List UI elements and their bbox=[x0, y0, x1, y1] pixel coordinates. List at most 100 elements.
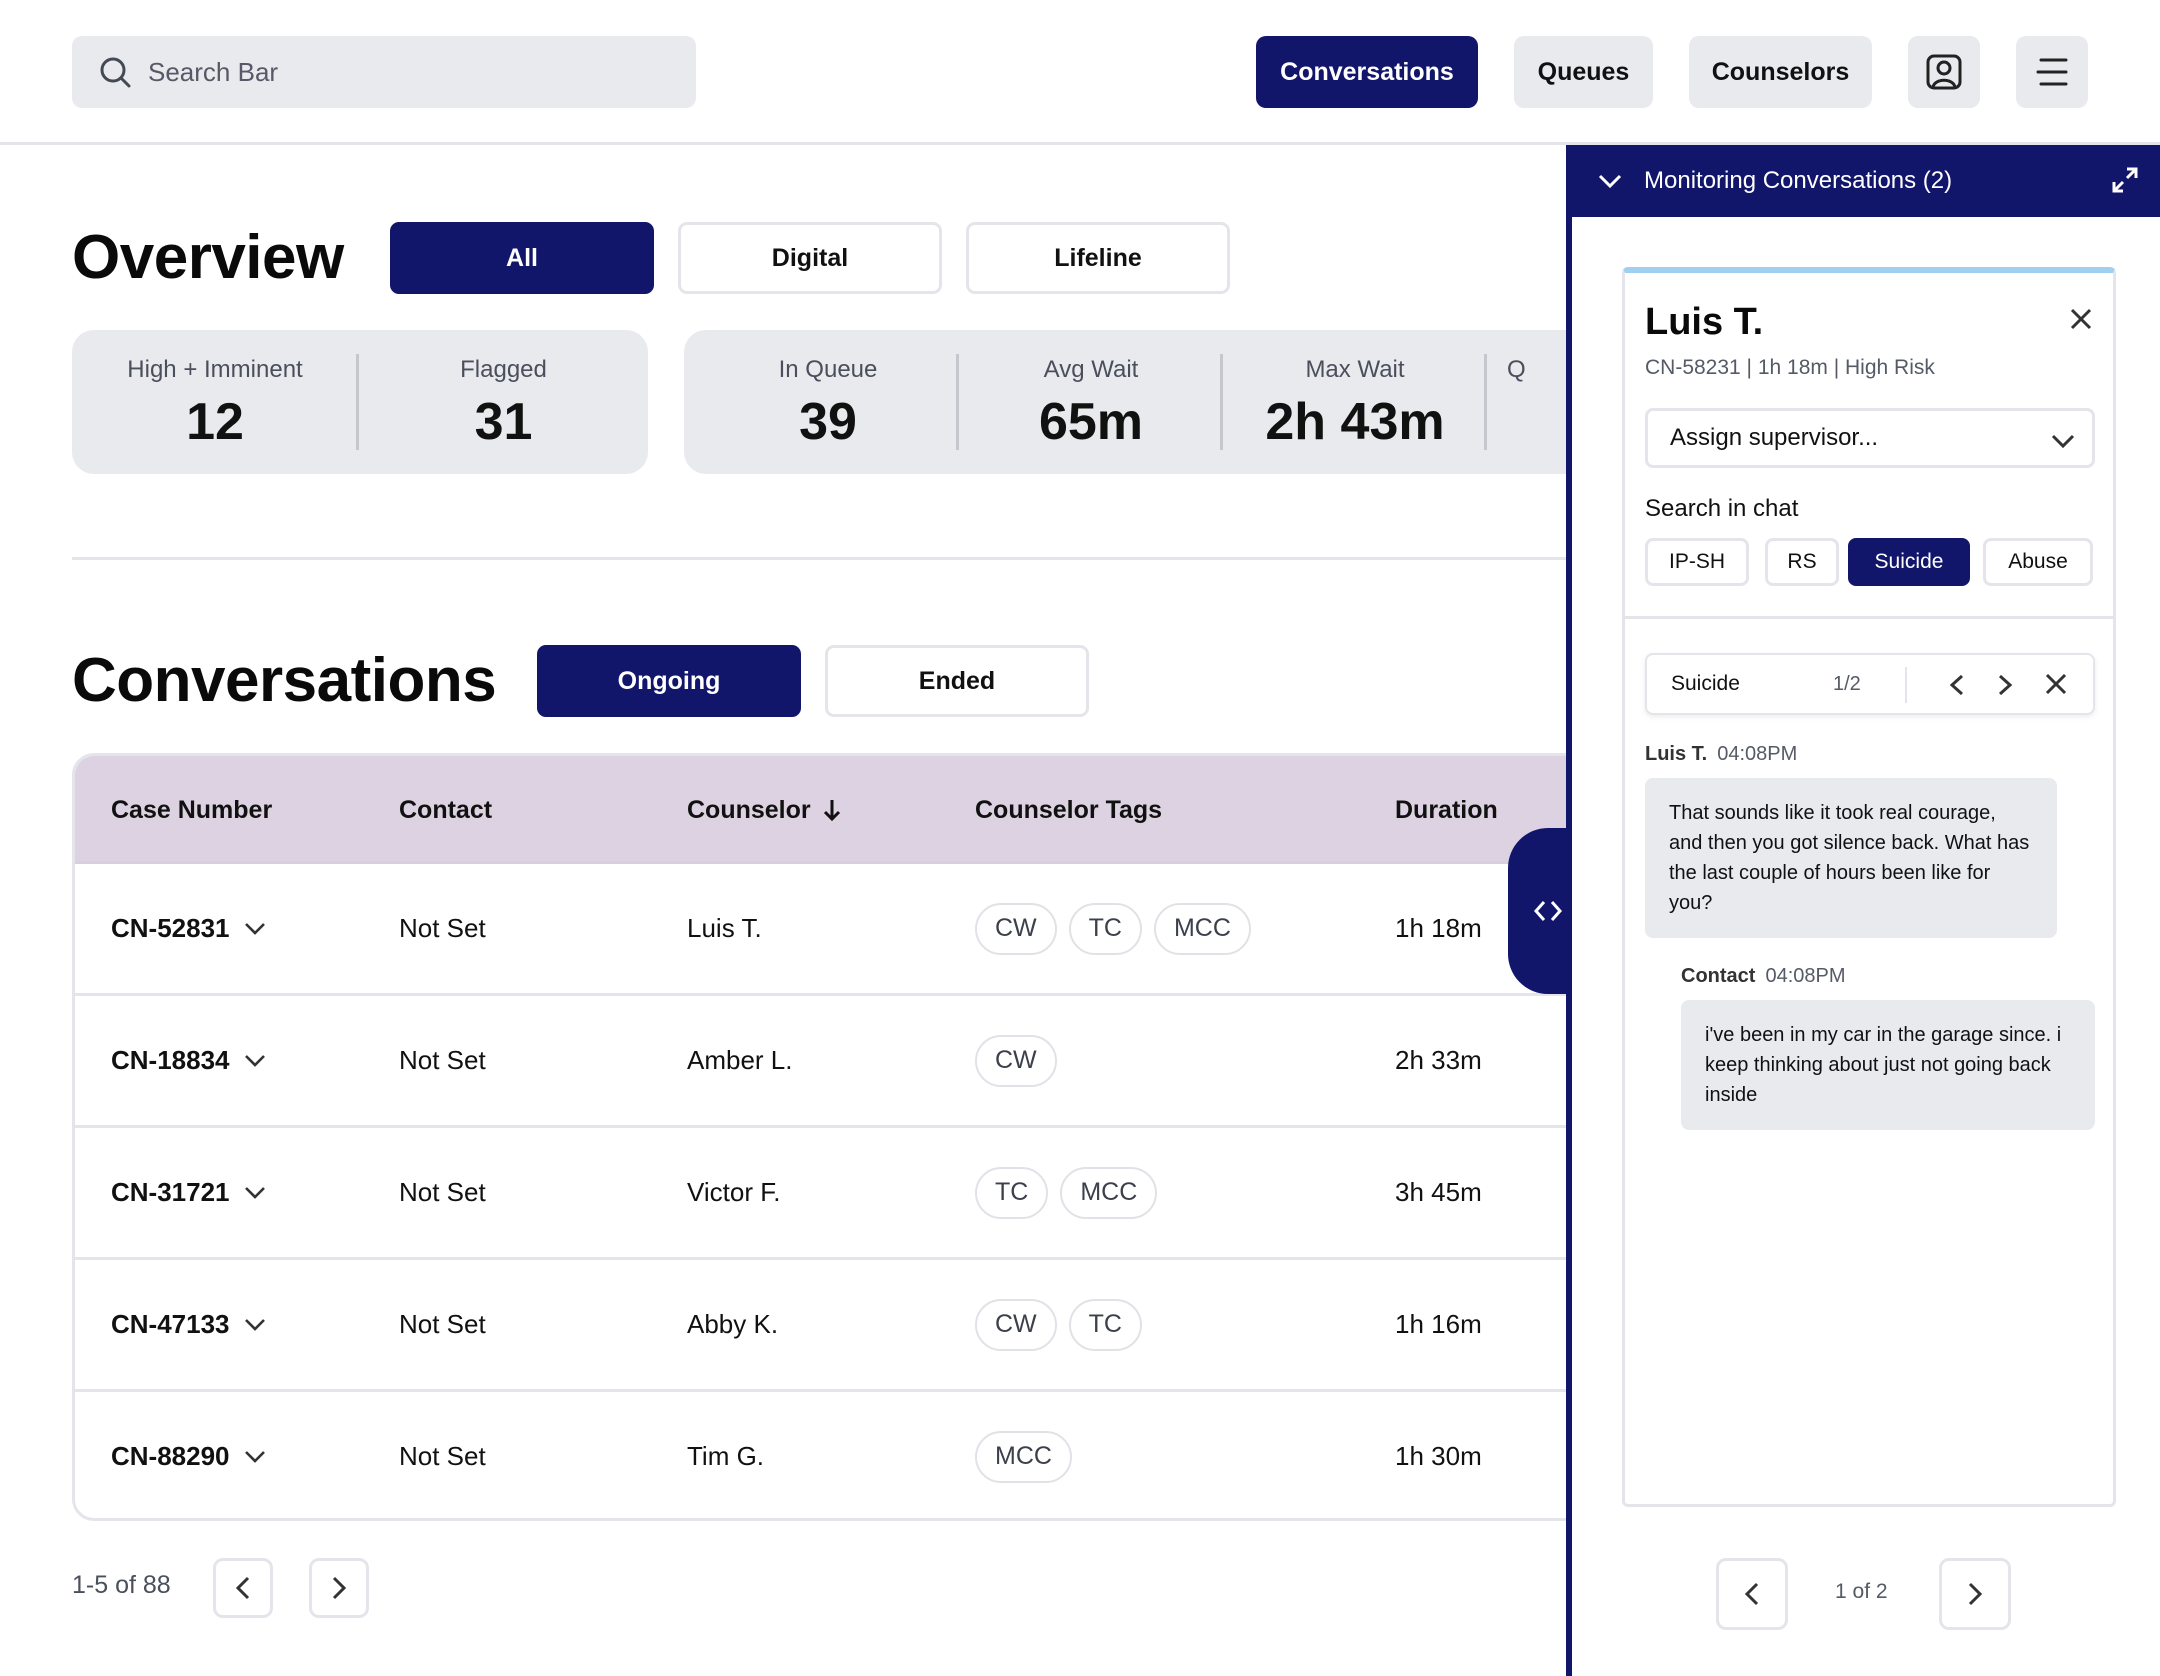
assign-supervisor-placeholder: Assign supervisor... bbox=[1670, 424, 1879, 451]
column-header-counselor[interactable]: Counselor bbox=[687, 756, 841, 864]
stat-high-imminent: High + Imminent 12 bbox=[72, 330, 358, 474]
counselor-cell: Amber L. bbox=[687, 1045, 793, 1075]
duration-cell: 1h 30m bbox=[1395, 1441, 1482, 1471]
tab-ongoing[interactable]: Ongoing bbox=[537, 645, 801, 717]
column-header-counselor-label: Counselor bbox=[687, 795, 811, 824]
stat-flagged: Flagged 31 bbox=[359, 330, 648, 474]
message-sender: Contact bbox=[1681, 965, 1756, 987]
stat-divider bbox=[956, 354, 959, 450]
monitored-counselor-name: Luis T. bbox=[1645, 301, 1764, 343]
search-placeholder: Search Bar bbox=[148, 56, 279, 87]
monitoring-panel-title: Monitoring Conversations (2) bbox=[1644, 167, 1953, 194]
counselor-tag: MCC bbox=[1153, 902, 1251, 955]
assign-supervisor-select[interactable]: Assign supervisor... bbox=[1645, 408, 2095, 468]
counselor-message-bubble: That sounds like it took real courage, a… bbox=[1645, 778, 2057, 938]
chevron-down-icon[interactable] bbox=[1596, 167, 1624, 195]
stat-label: Max Wait bbox=[1305, 356, 1405, 383]
duration-cell: 1h 16m bbox=[1395, 1309, 1482, 1339]
contact-cell: Not Set bbox=[399, 1177, 486, 1207]
find-divider bbox=[1905, 667, 1907, 703]
counselor-tag: MCC bbox=[975, 1430, 1072, 1483]
contact-message-bubble: i've been in my car in the garage since.… bbox=[1681, 1000, 2095, 1130]
nav-counselors-button[interactable]: Counselors bbox=[1689, 36, 1872, 108]
message-sender: Luis T. bbox=[1645, 743, 1708, 765]
stat-truncated: Q bbox=[1487, 330, 1566, 474]
message-meta: Luis T. 04:08PM bbox=[1645, 743, 1797, 766]
overview-title: Overview bbox=[72, 223, 344, 292]
monitoring-panel-header[interactable]: Monitoring Conversations (2) bbox=[1572, 145, 2160, 217]
keyword-chip-rs[interactable]: RS bbox=[1765, 538, 1839, 586]
chevron-left-icon[interactable] bbox=[1949, 673, 1965, 697]
keyword-chip-suicide[interactable]: Suicide bbox=[1848, 538, 1970, 586]
column-header-duration[interactable]: Duration bbox=[1395, 795, 1498, 824]
chevron-right-icon bbox=[1968, 1582, 1982, 1606]
case-number-cell[interactable]: CN-88290 bbox=[111, 1392, 266, 1518]
chevron-right-icon bbox=[332, 1576, 346, 1600]
contact-cell: Not Set bbox=[399, 913, 486, 943]
keyword-chip-ip-sh[interactable]: IP-SH bbox=[1645, 538, 1749, 586]
chevron-down-icon bbox=[244, 1186, 265, 1199]
column-header-contact[interactable]: Contact bbox=[399, 795, 493, 824]
find-query[interactable]: Suicide bbox=[1671, 672, 1740, 695]
counselor-cell: Abby K. bbox=[687, 1309, 779, 1339]
stat-value: 2h 43m bbox=[1265, 393, 1445, 451]
chevron-left-icon bbox=[1745, 1582, 1759, 1606]
contact-cell: Not Set bbox=[399, 1045, 486, 1075]
chevron-right-icon[interactable] bbox=[1997, 673, 2013, 697]
counselor-tags-cell: TC MCC bbox=[975, 1128, 1169, 1257]
conversations-title: Conversations bbox=[72, 646, 497, 715]
monitored-conversation-card: Luis T. CN-58231 | 1h 18m | High Risk As… bbox=[1622, 267, 2116, 1507]
panel-prev-button[interactable] bbox=[1716, 1558, 1788, 1630]
nav-queues-button[interactable]: Queues bbox=[1514, 36, 1653, 108]
table-row[interactable]: CN-88290 Not Set Tim G. MCC 1h 30m bbox=[75, 1392, 1669, 1518]
stat-label: High + Imminent bbox=[127, 356, 303, 383]
stat-value: 31 bbox=[474, 393, 533, 451]
section-divider bbox=[72, 557, 1572, 560]
stat-label: Flagged bbox=[460, 356, 547, 383]
counselor-tags-cell: CW TC bbox=[975, 1260, 1154, 1389]
card-divider bbox=[1625, 616, 2113, 619]
top-bar: Search Bar Conversations Queues Counselo… bbox=[0, 0, 2160, 145]
expand-icon[interactable] bbox=[2110, 165, 2140, 195]
menu-icon bbox=[2036, 58, 2068, 86]
column-header-tags[interactable]: Counselor Tags bbox=[975, 795, 1163, 824]
profile-button[interactable] bbox=[1908, 36, 1980, 108]
table-next-page-button[interactable] bbox=[309, 1558, 369, 1618]
case-number: CN-47133 bbox=[111, 1309, 230, 1339]
filter-lifeline-button[interactable]: Lifeline bbox=[966, 222, 1230, 294]
case-number-cell[interactable]: CN-47133 bbox=[111, 1260, 266, 1389]
stat-divider bbox=[1484, 354, 1487, 450]
contact-cell: Not Set bbox=[399, 1441, 486, 1471]
table-prev-page-button[interactable] bbox=[213, 1558, 273, 1618]
search-input[interactable]: Search Bar bbox=[72, 36, 696, 108]
close-icon[interactable] bbox=[2069, 307, 2093, 331]
nav-conversations-button[interactable]: Conversations bbox=[1256, 36, 1478, 108]
table-pagination-label: 1-5 of 88 bbox=[72, 1571, 171, 1599]
chevron-down-icon bbox=[244, 1054, 265, 1067]
filter-digital-button[interactable]: Digital bbox=[678, 222, 942, 294]
table-row[interactable]: CN-47133 Not Set Abby K. CW TC 1h 16m bbox=[75, 1260, 1669, 1392]
case-number-cell[interactable]: CN-52831 bbox=[111, 864, 266, 993]
stat-label: Q bbox=[1507, 356, 1526, 383]
keyword-chip-abuse[interactable]: Abuse bbox=[1983, 538, 2093, 586]
counselor-tag: TC bbox=[1068, 902, 1142, 955]
close-icon[interactable] bbox=[2045, 673, 2067, 695]
queue-stats-card: In Queue 39 Avg Wait 65m Max Wait 2h 43m… bbox=[684, 330, 1566, 474]
table-row[interactable]: CN-52831 Not Set Luis T. CW TC MCC 1h 18m bbox=[75, 864, 1669, 996]
table-row[interactable]: CN-31721 Not Set Victor F. TC MCC 3h 45m bbox=[75, 1128, 1669, 1260]
counselor-cell: Victor F. bbox=[687, 1177, 781, 1207]
risk-stats-card: High + Imminent 12 Flagged 31 bbox=[72, 330, 648, 474]
menu-button[interactable] bbox=[2016, 36, 2088, 108]
message-meta: Contact 04:08PM bbox=[1681, 965, 1846, 988]
counselor-cell: Tim G. bbox=[687, 1441, 765, 1471]
filter-all-button[interactable]: All bbox=[390, 222, 654, 294]
table-row[interactable]: CN-18834 Not Set Amber L. CW 2h 33m bbox=[75, 996, 1669, 1128]
panel-next-button[interactable] bbox=[1939, 1558, 2011, 1630]
case-number-cell[interactable]: CN-18834 bbox=[111, 996, 266, 1125]
chat-find-bar: Suicide 1/2 bbox=[1645, 653, 2095, 715]
table-header: Case Number Contact Counselor Counselor … bbox=[75, 756, 1669, 864]
panel-pagination-label: 1 of 2 bbox=[1835, 1580, 1888, 1603]
case-number-cell[interactable]: CN-31721 bbox=[111, 1128, 266, 1257]
tab-ended[interactable]: Ended bbox=[825, 645, 1089, 717]
column-header-case[interactable]: Case Number bbox=[111, 795, 273, 824]
